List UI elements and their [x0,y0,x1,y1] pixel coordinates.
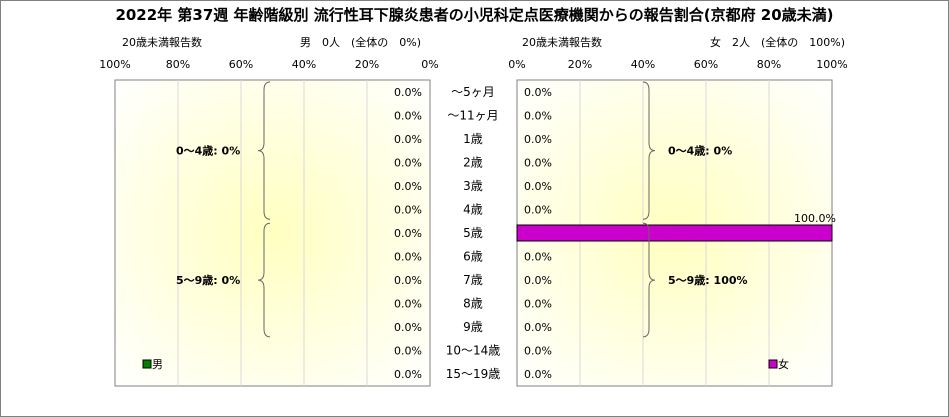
female-value-label: 0.0% [524,86,552,99]
male-value-label: 0.0% [394,321,422,334]
female-group-annotation: 5～9歳: 100% [668,273,748,287]
age-category-label: 10～14歳 [446,344,501,358]
female-group-brace [642,81,656,220]
left-header-summary: 男 0人 (全体の 0%) [300,36,422,49]
male-x-tick-label: 60% [229,58,253,71]
female-group-annotation: 0～4歳: 0% [668,144,732,158]
male-legend-label: 男 [152,358,163,371]
female-x-tick-label: 40% [631,58,655,71]
female-x-tick-label: 20% [568,58,592,71]
age-category-label: 3歳 [463,179,483,193]
male-x-tick-label: 40% [292,58,316,71]
female-bar [516,224,833,242]
female-x-tick-label: 0% [508,58,525,71]
female-x-tick-label: 80% [757,58,781,71]
female-legend-swatch [768,359,778,369]
female-value-label: 0.0% [524,251,552,264]
male-value-label: 0.0% [394,86,422,99]
female-value-label: 0.0% [524,133,552,146]
age-category-labels: ～5ヶ月 ～11ヶ月 1歳 2歳 3歳 4歳 5歳 6歳 7歳 8歳 9歳 10～14歳 15～19歳 [446,85,501,381]
male-panel: 0% 20% 40% 60% 80% 100% 0.0% 0.0% 0.0% 0.0% 0.0% 0.… [99,58,439,387]
female-legend-label: 女 [778,357,789,371]
male-value-label: 0.0% [394,227,422,240]
female-value-label: 0.0% [524,274,552,287]
male-x-tick-label: 0% [421,58,438,71]
left-header-label: 20歳未満報告数 [122,36,202,49]
age-category-label: 9歳 [463,320,483,334]
male-x-tick-label: 20% [355,58,379,71]
male-value-label: 0.0% [394,133,422,146]
male-value-label: 0.0% [394,251,422,264]
female-value-label: 0.0% [524,203,552,216]
male-value-label: 0.0% [394,298,422,311]
male-value-label: 0.0% [394,180,422,193]
male-group-annotation: 0～4歳: 0% [176,144,240,158]
male-plot-area [114,79,431,387]
age-category-label: 4歳 [463,202,483,216]
male-x-tick-label: 80% [166,58,190,71]
age-category-label: 8歳 [463,297,483,311]
male-value-label: 0.0% [394,368,422,381]
male-x-tick-label: 100% [99,58,130,71]
male-value-label: 0.0% [394,203,422,216]
age-category-label: 1歳 [463,132,483,146]
right-header-label: 20歳未満報告数 [522,36,602,49]
age-category-label: 2歳 [463,155,483,169]
male-value-label: 0.0% [394,156,422,169]
female-value-label: 0.0% [524,109,552,122]
female-value-label: 0.0% [524,368,552,381]
female-value-label: 0.0% [524,345,552,358]
female-value-label: 0.0% [524,321,552,334]
male-value-label: 0.0% [394,109,422,122]
age-category-label: 5歳 [463,226,483,240]
female-panel: 0% 20% 40% 60% 80% 100% 0.0% 0.0% 0.0% 0.0% 0.0% 0.… [508,58,848,387]
age-category-label: 15～19歳 [446,367,501,381]
chart-title: 2022年 第37週 年齢階級別 流行性耳下腺炎患者の小児科定点医療機関からの報… [115,6,834,24]
female-x-tick-label: 60% [694,58,718,71]
female-value-label: 100.0% [794,212,836,225]
male-group-brace [257,81,271,220]
female-value-label: 0.0% [524,180,552,193]
age-category-label: 6歳 [463,250,483,264]
female-group-brace [642,222,656,338]
male-legend-swatch [142,359,152,369]
age-category-label: ～11ヶ月 [447,108,498,122]
right-header-summary: 女 2人 (全体の 100%) [710,36,846,49]
male-group-brace [257,222,271,338]
age-category-label: ～5ヶ月 [451,85,495,99]
male-value-label: 0.0% [394,274,422,287]
age-category-label: 7歳 [463,273,483,287]
female-value-label: 0.0% [524,156,552,169]
female-x-tick-label: 100% [816,58,847,71]
male-value-label: 0.0% [394,345,422,358]
female-value-label: 0.0% [524,298,552,311]
male-group-annotation: 5～9歳: 0% [176,273,240,287]
